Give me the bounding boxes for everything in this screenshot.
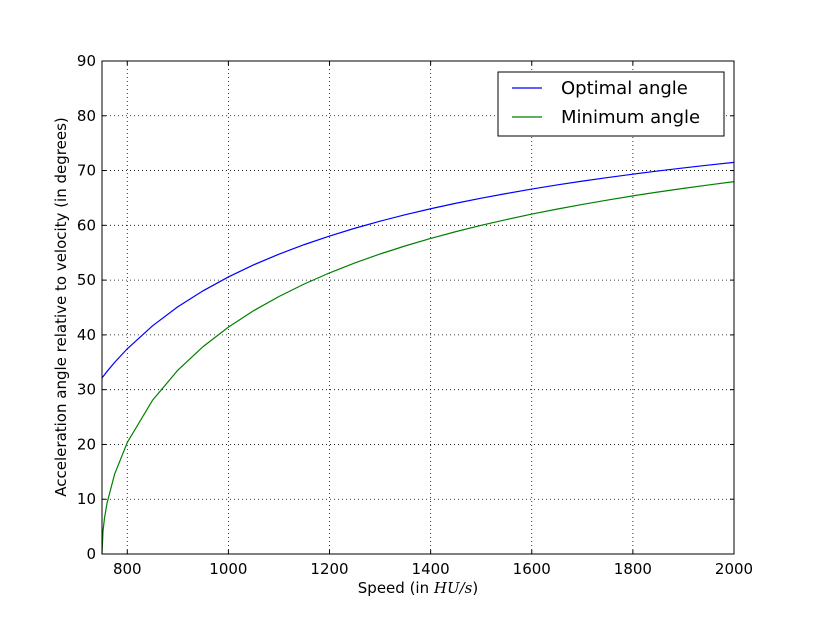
y-tick-label: 70	[77, 162, 96, 180]
x-tick-label: 2000	[715, 560, 753, 578]
y-tick-label: 60	[77, 216, 96, 234]
y-tick-label: 30	[77, 381, 96, 399]
x-tick-label: 1400	[412, 560, 450, 578]
y-tick-label: 80	[77, 107, 96, 125]
y-tick-label: 10	[77, 490, 96, 508]
y-axis-label: Acceleration angle relative to velocity …	[52, 117, 70, 496]
x-tick-label: 800	[113, 560, 142, 578]
x-tick-label: 1800	[614, 560, 652, 578]
grid	[102, 61, 735, 554]
y-tick-label: 40	[77, 326, 96, 344]
x-tick-label: 1000	[209, 560, 247, 578]
legend: Optimal angle Minimum angle	[497, 71, 725, 137]
legend-label-minimum: Minimum angle	[561, 107, 700, 128]
y-tick-label: 50	[77, 271, 96, 289]
legend-label-optimal: Optimal angle	[561, 78, 688, 99]
plot-frame	[101, 60, 735, 555]
x-axis-label: Speed (in HU/s)	[358, 579, 478, 597]
series-lines	[101, 161, 735, 555]
y-tick-label: 0	[86, 545, 96, 563]
legend-box	[497, 71, 725, 137]
series-line-minimum	[101, 181, 735, 555]
x-tick-label: 1600	[513, 560, 551, 578]
y-tick-label: 20	[77, 435, 96, 453]
x-tick-label: 1200	[310, 560, 348, 578]
ticks: 800 1000 1200 1400 1600 1800 2000 0 10 20 30 40 50 60…	[77, 52, 753, 578]
series-line-optimal	[101, 161, 735, 379]
y-tick-label: 90	[77, 52, 96, 70]
